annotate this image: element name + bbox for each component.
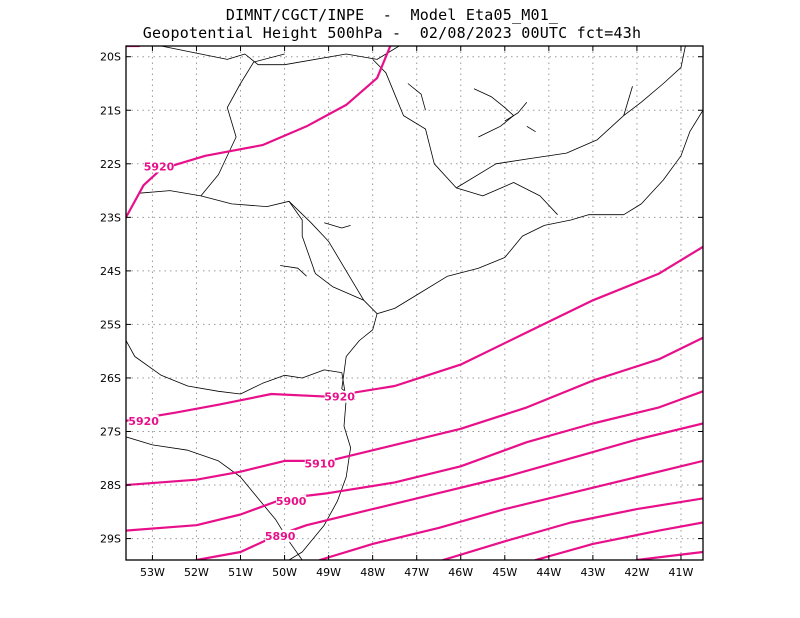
chart-title-line-2: Geopotential Height 500hPa - 02/08/2023 … [142, 24, 642, 42]
contour-label: 5910 [304, 458, 335, 471]
contour-labels: 5920 5920 5920 5910 5900 5890 [128, 160, 355, 543]
x-tick-label: 41W [669, 566, 694, 579]
x-axis-labels: 53W 52W 51W 50W 49W 48W 47W 46W 45W 44W 43W 42W 41W [140, 566, 694, 579]
x-tick-label: 47W [404, 566, 429, 579]
contour-label: 5890 [265, 530, 296, 543]
y-tick-label: 21S [100, 104, 121, 117]
chart-title-line-1: DIMNT/CGCT/INPE - Model Eta05_M01_ [225, 6, 559, 24]
boundary-line [341, 313, 378, 400]
contour-label-bg [128, 414, 159, 427]
x-tick-label: 48W [360, 566, 385, 579]
y-tick-label: 24S [100, 265, 121, 278]
x-tick-label: 51W [228, 566, 253, 579]
boundary-line [504, 101, 528, 122]
boundary-line [288, 201, 364, 301]
boundary-line [324, 222, 351, 229]
x-tick-label: 52W [184, 566, 209, 579]
boundary-line [526, 125, 536, 133]
x-tick-label: 45W [492, 566, 517, 579]
y-tick-label: 23S [100, 211, 121, 224]
axis-ticks [126, 46, 703, 560]
boundary-line [407, 83, 426, 111]
x-tick-label: 53W [140, 566, 165, 579]
x-tick-label: 49W [316, 566, 341, 579]
boundary-line [288, 372, 351, 560]
y-tick-label: 29S [100, 533, 121, 546]
y-tick-label: 28S [100, 479, 121, 492]
boundary-line [473, 88, 514, 138]
y-tick-label: 20S [100, 51, 121, 64]
x-tick-label: 43W [580, 566, 605, 579]
contour-label-bg [324, 390, 355, 403]
contour-line-5900 [126, 390, 703, 532]
boundary-line [161, 46, 400, 66]
y-tick-label: 25S [100, 318, 121, 331]
contour-line-5890 [195, 422, 703, 560]
x-tick-label: 44W [536, 566, 561, 579]
y-tick-label: 26S [100, 372, 121, 385]
contour-label: 5920 [128, 415, 159, 428]
contour-line-5860 [534, 521, 703, 560]
boundary-line [280, 265, 307, 277]
contour-label: 5920 [144, 160, 175, 173]
contour-line-5870 [442, 497, 703, 560]
contour-label-bg [144, 160, 175, 173]
y-axis-labels: 20S 21S 22S 23S 24S 25S 26S 27S 28S 29S [100, 51, 121, 546]
contour-line-5920 [126, 46, 392, 219]
y-tick-label: 22S [100, 158, 121, 171]
plot-frame [125, 45, 704, 561]
boundary-line [456, 46, 686, 189]
contour-label: 5900 [276, 495, 307, 508]
contour-label: 5920 [324, 391, 355, 404]
x-tick-label: 50W [272, 566, 297, 579]
contour-label-bg [265, 529, 296, 542]
height-contours [126, 46, 703, 560]
boundary-line [126, 340, 342, 395]
boundary-line [200, 53, 285, 197]
boundary-line [623, 86, 633, 116]
contour-line-5920 [126, 245, 703, 422]
boundary-line [126, 109, 703, 315]
contour-line-5910 [126, 336, 703, 487]
contour-label-bg [304, 457, 335, 470]
x-tick-label: 42W [624, 566, 649, 579]
contour-line-5880 [318, 459, 703, 560]
x-tick-label: 46W [448, 566, 473, 579]
contour-label-bg [276, 495, 307, 508]
boundary-line [372, 59, 558, 215]
y-tick-label: 27S [100, 426, 121, 439]
contour-line-5850 [635, 550, 703, 560]
